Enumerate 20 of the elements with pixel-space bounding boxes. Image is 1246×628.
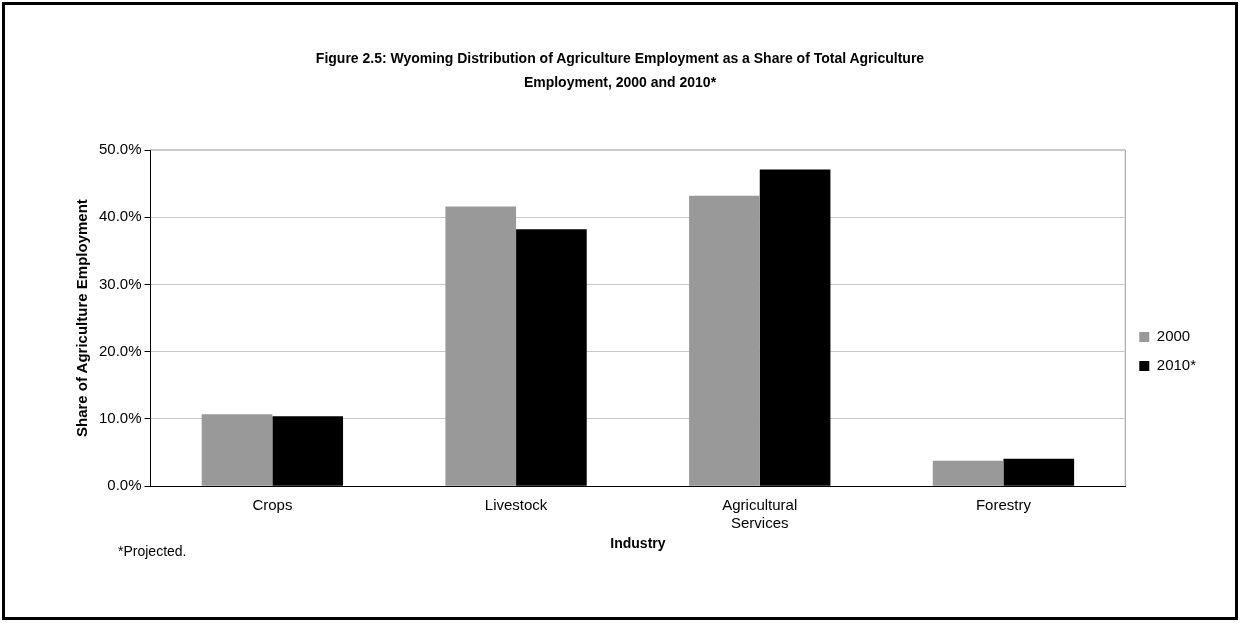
y-axis-title: Share of Agriculture Employment — [73, 199, 91, 438]
y-tick-label: 20.0% — [98, 341, 142, 359]
bar — [689, 195, 760, 486]
y-tick-label: 10.0% — [98, 409, 142, 427]
legend-label: 2000 — [1156, 327, 1191, 345]
y-tick-label: 0.0% — [107, 476, 142, 494]
bar — [201, 414, 273, 486]
x-tick-label: Agricultural Services — [722, 496, 798, 532]
x-axis-title: Industry — [610, 535, 666, 552]
y-tick-label: 30.0% — [98, 274, 142, 292]
legend-label: 2010* — [1156, 356, 1197, 374]
x-tick-label: Livestock — [484, 496, 548, 514]
x-tick-label: Crops — [252, 496, 293, 514]
bar — [445, 206, 517, 486]
text: *Projected. — [118, 543, 187, 559]
x-tick-label: Forestry — [975, 496, 1032, 514]
y-tick-label: 50.0% — [98, 140, 142, 158]
chart-title: Figure 2.5: Wyoming Distribution of Agriculture Employment as a Share of Total Agriculture Employment, 2000 and 2010* — [314, 49, 926, 92]
y-tick-label: 40.0% — [98, 207, 142, 225]
bar — [932, 460, 1004, 486]
